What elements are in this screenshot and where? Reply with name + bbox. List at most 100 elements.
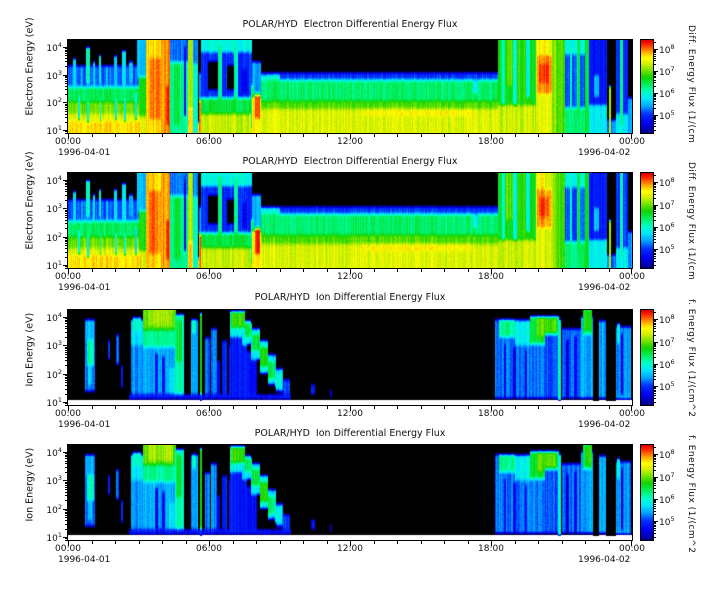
axis-tick [280, 269, 281, 272]
x-tick-label: 00:00 [55, 409, 81, 419]
axis-tick [65, 114, 68, 115]
axis-tick [186, 406, 187, 409]
axis-tick [654, 250, 656, 251]
axis-tick [654, 319, 658, 320]
axis-tick [538, 541, 539, 544]
axis-tick [65, 122, 68, 123]
axis-tick [654, 242, 656, 243]
colorbar-canvas [641, 310, 653, 405]
axis-tick [654, 60, 656, 61]
axis-tick [654, 393, 656, 394]
x-tick-label: 06:00 [196, 137, 222, 147]
axis-tick [609, 134, 610, 137]
y-tick-label: 101 [46, 531, 62, 544]
axis-tick [65, 354, 68, 355]
axis-tick [654, 74, 656, 75]
axis-tick [65, 483, 68, 484]
axis-tick [65, 321, 68, 322]
axis-tick [63, 237, 68, 238]
axis-tick [468, 269, 469, 272]
axis-tick [654, 480, 656, 481]
axis-tick [654, 466, 656, 467]
axis-tick [654, 254, 656, 255]
axis-tick [654, 343, 656, 344]
axis-tick [654, 175, 656, 176]
axis-tick [186, 269, 187, 272]
axis-tick [92, 406, 93, 409]
axis-tick [327, 269, 328, 272]
axis-tick [444, 406, 445, 409]
x-tick-label: 18:00 [478, 272, 504, 282]
axis-tick [65, 337, 68, 338]
axis-tick [63, 180, 68, 181]
axis-tick [65, 61, 68, 62]
axis-tick [654, 130, 656, 131]
axis-tick [65, 217, 68, 218]
axis-tick [65, 81, 68, 82]
axis-tick [654, 367, 656, 368]
axis-tick [654, 118, 656, 119]
axis-tick [65, 94, 68, 95]
axis-tick [115, 541, 116, 544]
axis-tick [327, 134, 328, 137]
axis-tick [654, 229, 656, 230]
y-tick-label: 104 [46, 41, 62, 54]
axis-tick [65, 51, 68, 52]
axis-tick [65, 107, 68, 108]
x-tick-label: 18:00 [478, 409, 504, 419]
axis-tick [65, 492, 68, 493]
axis-tick [374, 541, 375, 544]
axis-tick [233, 541, 234, 544]
axis-tick [65, 495, 68, 496]
axis-tick [65, 86, 68, 87]
colorbar-tick-label: 108 [659, 43, 675, 56]
axis-tick [654, 98, 656, 99]
axis-tick [654, 321, 656, 322]
axis-tick [491, 541, 492, 546]
axis-tick [654, 86, 656, 87]
axis-tick [65, 463, 68, 464]
axis-tick [65, 104, 68, 105]
axis-tick [654, 346, 656, 347]
axis-tick [280, 406, 281, 409]
axis-tick [63, 75, 68, 76]
axis-tick [65, 385, 68, 386]
axis-tick [65, 512, 68, 513]
axis-tick [65, 238, 68, 239]
axis-tick [68, 269, 69, 274]
axis-tick [65, 133, 68, 134]
y-tick-label: 104 [46, 174, 62, 187]
axis-tick [63, 102, 68, 103]
axis-tick [654, 49, 658, 50]
x-tick-label: 06:00 [196, 409, 222, 419]
axis-tick [654, 511, 656, 512]
axis-tick [444, 269, 445, 272]
axis-tick [654, 72, 656, 73]
axis-tick [65, 348, 68, 349]
colorbar-tick-label: 105 [659, 109, 675, 122]
axis-tick [654, 366, 656, 367]
axis-tick [468, 541, 469, 544]
axis-tick [350, 269, 351, 274]
axis-tick [654, 232, 656, 233]
axis-tick [233, 134, 234, 137]
axis-tick [654, 230, 656, 231]
axis-tick [654, 116, 656, 117]
axis-tick [654, 492, 656, 493]
axis-tick [654, 216, 656, 217]
axis-tick [374, 406, 375, 409]
axis-tick [654, 208, 656, 209]
axis-tick [65, 380, 68, 381]
axis-tick [654, 483, 656, 484]
axis-tick [654, 191, 656, 192]
axis-tick [654, 121, 656, 122]
axis-tick [654, 376, 656, 377]
axis-tick [65, 357, 68, 358]
axis-tick [303, 134, 304, 137]
x-tick-label: 00:00 [619, 272, 645, 282]
axis-tick [65, 184, 68, 185]
axis-tick [654, 521, 658, 522]
axis-tick [65, 240, 68, 241]
colorbar-axis-label: Diff. Energy Flux (1/(cm [686, 162, 696, 281]
